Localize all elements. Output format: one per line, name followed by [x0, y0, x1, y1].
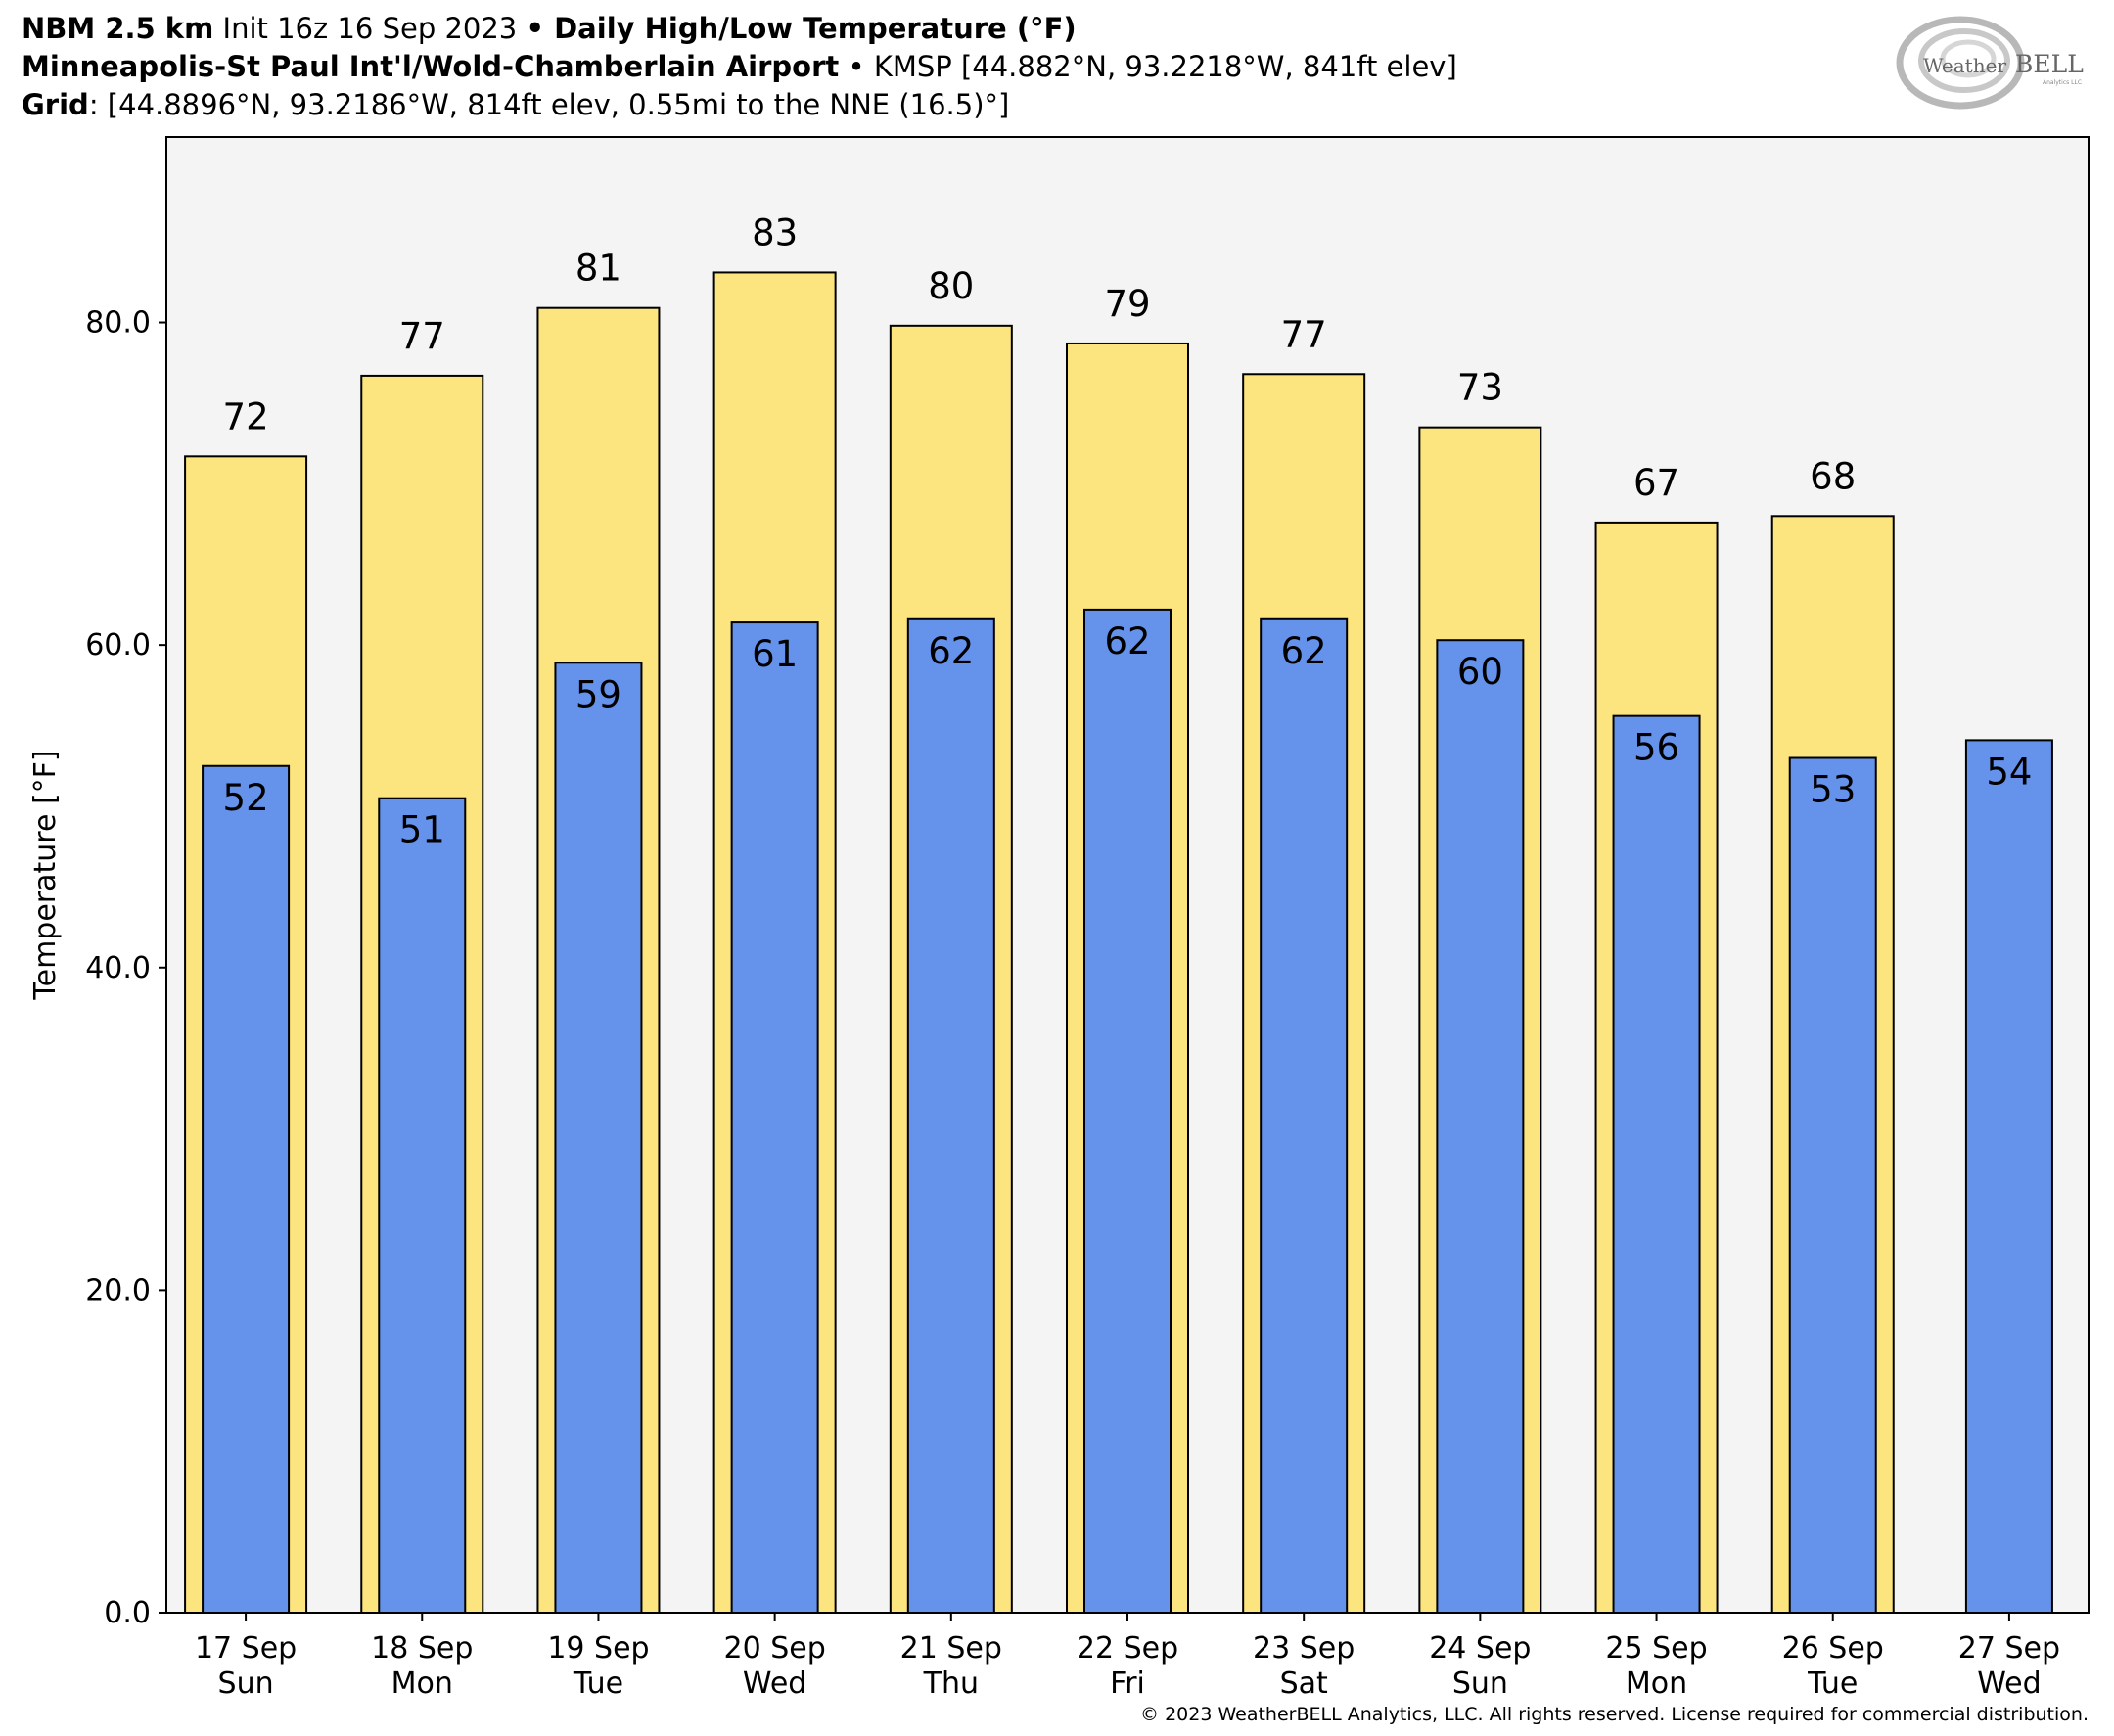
high-temp-label: 68 [1810, 455, 1856, 497]
high-temp-label: 72 [223, 395, 269, 437]
x-tick-label-date: 21 Sep [900, 1631, 1002, 1666]
x-tick-label-date: 18 Sep [371, 1631, 473, 1666]
weatherbell-logo: Weather BELL Analytics LLC [1896, 16, 2084, 110]
model-name: NBM 2.5 km [22, 12, 214, 45]
x-tick-label-date: 24 Sep [1429, 1631, 1531, 1666]
high-temp-label: 79 [1104, 283, 1150, 325]
low-temp-bar [906, 617, 995, 1614]
x-tick-label-day: Wed [1977, 1667, 2041, 1701]
high-temp-label: 77 [1281, 313, 1327, 355]
low-temp-bar [1612, 714, 1701, 1614]
y-axis-label: Temperature [°F] [28, 750, 63, 1000]
y-tick-label: 80.0 [85, 306, 151, 341]
station-info: KMSP [44.882°N, 93.2218°W, 841ft elev] [873, 50, 1457, 83]
high-temp-label: 77 [399, 315, 445, 357]
svg-text:Weather: Weather [1923, 54, 2006, 77]
x-tick-label-date: 25 Sep [1605, 1631, 1707, 1666]
high-temp-label: 83 [752, 211, 798, 253]
low-temp-bar [1964, 739, 2053, 1614]
low-temp-label: 51 [399, 809, 445, 851]
header-line-1: NBM 2.5 km Init 16z 16 Sep 2023 • Daily … [22, 10, 1457, 48]
x-tick-label-day: Mon [391, 1667, 453, 1701]
x-tick-label-date: 26 Sep [1782, 1631, 1884, 1666]
svg-text:BELL: BELL [2015, 50, 2084, 78]
low-temp-label: 62 [1281, 630, 1327, 672]
grid-label: Grid [22, 88, 89, 121]
high-temp-label: 80 [928, 265, 974, 307]
low-temp-bar [378, 797, 467, 1614]
x-tick-label-day: Sun [1452, 1667, 1508, 1701]
x-tick-label-date: 23 Sep [1253, 1631, 1355, 1666]
x-tick-label-day: Sun [218, 1667, 274, 1701]
x-tick-label-date: 17 Sep [195, 1631, 297, 1666]
low-temp-label: 52 [223, 777, 269, 819]
x-tick-label-day: Tue [1807, 1667, 1858, 1701]
x-tick-label-day: Thu [923, 1667, 979, 1701]
low-temp-label: 61 [752, 633, 798, 675]
x-tick-label-day: Fri [1110, 1667, 1145, 1701]
chart-header: NBM 2.5 km Init 16z 16 Sep 2023 • Daily … [22, 10, 1457, 124]
y-tick-label: 20.0 [85, 1273, 151, 1307]
copyright-notice: © 2023 WeatherBELL Analytics, LLC. All r… [1140, 1704, 2089, 1725]
low-temp-bar [1260, 617, 1349, 1614]
x-tick-label-day: Mon [1626, 1667, 1687, 1701]
svg-text:Analytics LLC: Analytics LLC [2043, 79, 2082, 86]
low-temp-bar [202, 764, 291, 1614]
x-tick-label-date: 20 Sep [724, 1631, 826, 1666]
low-temp-bar [1436, 639, 1525, 1614]
low-temp-label: 53 [1810, 769, 1856, 811]
low-temp-label: 62 [1104, 620, 1150, 662]
x-tick-label-day: Tue [573, 1667, 623, 1701]
x-tick-label-date: 19 Sep [547, 1631, 649, 1666]
init-time: Init 16z 16 Sep 2023 [213, 12, 527, 45]
high-temp-label: 67 [1633, 462, 1679, 504]
high-temp-label: 81 [575, 248, 621, 290]
low-temp-label: 56 [1633, 727, 1679, 769]
grid-info: : [44.8896°N, 93.2186°W, 814ft elev, 0.5… [88, 88, 1010, 121]
low-temp-label: 54 [1986, 751, 2032, 793]
bullet-separator: • [526, 12, 545, 45]
header-line-2: Minneapolis-St Paul Int'l/Wold-Chamberla… [22, 48, 1457, 86]
bullet-separator: • [839, 50, 874, 83]
x-tick-label-day: Wed [743, 1667, 806, 1701]
x-tick-label-date: 27 Sep [1958, 1631, 2060, 1666]
header-line-3: Grid: [44.8896°N, 93.2186°W, 814ft elev,… [22, 86, 1457, 124]
x-tick-label-day: Sat [1280, 1667, 1328, 1701]
high-temp-label: 73 [1457, 367, 1503, 409]
plot-frame [165, 136, 2090, 1614]
low-temp-bar [1083, 608, 1172, 1614]
y-tick-label: 60.0 [85, 628, 151, 662]
y-tick-label: 40.0 [85, 951, 151, 985]
low-temp-bar [730, 621, 819, 1614]
x-tick-label-date: 22 Sep [1077, 1631, 1178, 1666]
low-temp-label: 60 [1457, 651, 1503, 693]
low-temp-bar [554, 662, 643, 1614]
product-title: Daily High/Low Temperature (°F) [544, 12, 1077, 45]
y-tick-label: 0.0 [104, 1596, 151, 1630]
low-temp-label: 62 [928, 630, 974, 672]
low-temp-bar [1788, 756, 1877, 1614]
low-temp-label: 59 [575, 673, 621, 715]
station-name: Minneapolis-St Paul Int'l/Wold-Chamberla… [22, 50, 840, 83]
